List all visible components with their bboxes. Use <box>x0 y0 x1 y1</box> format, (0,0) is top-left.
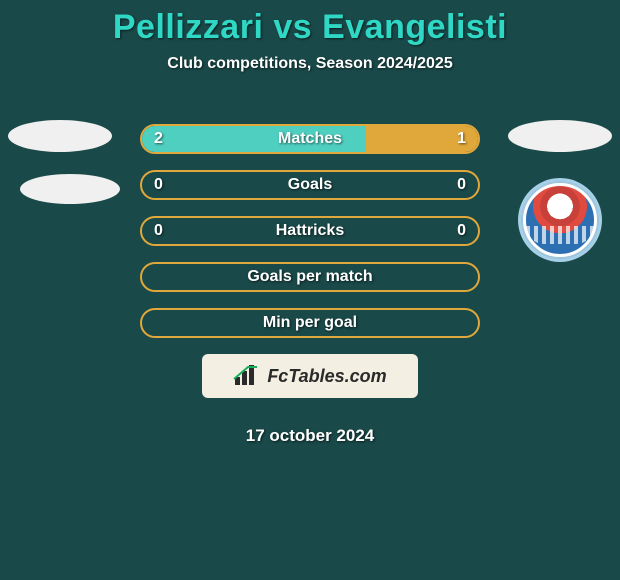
crest-icon <box>523 183 597 257</box>
stat-label: Matches <box>142 126 478 152</box>
stat-row: 00Goals <box>140 170 480 200</box>
stat-row: 00Hattricks <box>140 216 480 246</box>
page-title: Pellizzari vs Evangelisti <box>0 0 620 47</box>
stat-label: Min per goal <box>142 310 478 336</box>
stat-rows: 21Matches 00Goals 00Hattricks Goals per mat… <box>140 124 480 354</box>
player-right-badge-1 <box>508 120 612 152</box>
stat-row: Goals per match <box>140 262 480 292</box>
player-right-club-crest <box>518 178 602 262</box>
subtitle: Club competitions, Season 2024/2025 <box>0 55 620 73</box>
date-label: 17 october 2024 <box>0 426 620 446</box>
stat-label: Goals <box>142 172 478 198</box>
stat-label: Goals per match <box>142 264 478 290</box>
stat-label: Hattricks <box>142 218 478 244</box>
player-left-badge-1 <box>8 120 112 152</box>
stat-row: Min per goal <box>140 308 480 338</box>
comparison-infographic: Pellizzari vs Evangelisti Club competiti… <box>0 0 620 580</box>
bar-chart-icon <box>233 365 261 387</box>
player-left-badge-2 <box>20 174 120 204</box>
fctables-logo: FcTables.com <box>202 354 418 398</box>
logo-text: FcTables.com <box>267 366 386 387</box>
stat-row: 21Matches <box>140 124 480 154</box>
